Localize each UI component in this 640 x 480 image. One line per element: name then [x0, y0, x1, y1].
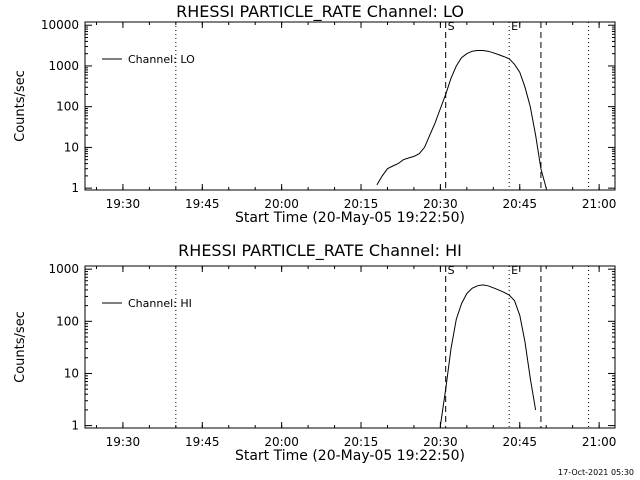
y-tick-label: 10 — [64, 140, 79, 154]
x-tick-label: 20:45 — [502, 435, 537, 449]
plot-hi: 19:30 19:45 20:00 20:15 20:30 20:45 21:00 1 10 10… — [13, 262, 617, 464]
plot-title-hi: RHESSI PARTICLE_RATE Channel: HI — [178, 241, 462, 260]
y-tick-label: 10 — [64, 366, 79, 380]
x-tick-label: 19:45 — [185, 197, 220, 211]
time-marker-label: S — [448, 264, 455, 277]
time-marker-label: E — [511, 264, 518, 277]
plot-frame — [84, 21, 616, 191]
y-tick-label: 100 — [56, 100, 79, 114]
x-axis-label: Start Time (20-May-05 19:22:50) — [235, 448, 465, 464]
y-tick-label: 10000 — [41, 18, 79, 32]
x-tick-label: 19:30 — [106, 197, 141, 211]
plot-frame — [84, 265, 616, 429]
footer-timestamp: 17-Oct-2021 05:30 — [558, 468, 634, 477]
x-axis-label: Start Time (20-May-05 19:22:50) — [235, 210, 465, 226]
y-tick-label: 1 — [71, 419, 79, 433]
time-marker-label: S — [448, 20, 455, 33]
time-marker-label: E — [511, 20, 518, 33]
y-axis-label: Counts/sec — [13, 70, 28, 142]
x-tick-label: 20:30 — [423, 435, 458, 449]
plot-lo: 19:30 19:45 20:00 20:15 20:30 20:45 21:00 1 10 10… — [13, 18, 617, 226]
series-line-lo — [376, 50, 547, 189]
y-tick-label: 1000 — [48, 262, 79, 276]
series-line-hi — [439, 284, 537, 426]
legend-label: Channel: HI — [128, 297, 192, 310]
plot-title-lo: RHESSI PARTICLE_RATE Channel: LO — [176, 2, 464, 21]
x-tick-label: 20:45 — [502, 197, 537, 211]
legend-label: Channel: LO — [128, 53, 195, 66]
y-tick-label: 100 — [56, 314, 79, 328]
x-tick-label: 20:30 — [423, 197, 458, 211]
x-tick-label: 20:15 — [344, 435, 379, 449]
x-tick-label: 21:00 — [582, 197, 617, 211]
x-tick-label: 19:45 — [185, 435, 220, 449]
x-tick-label: 20:00 — [264, 435, 299, 449]
x-tick-label: 19:30 — [106, 435, 141, 449]
y-tick-label: 1 — [71, 181, 79, 195]
y-tick-label: 1000 — [48, 59, 79, 73]
x-tick-label: 21:00 — [582, 435, 617, 449]
x-tick-label: 20:15 — [344, 197, 379, 211]
x-tick-label: 20:00 — [264, 197, 299, 211]
y-axis-label: Counts/sec — [13, 311, 28, 383]
